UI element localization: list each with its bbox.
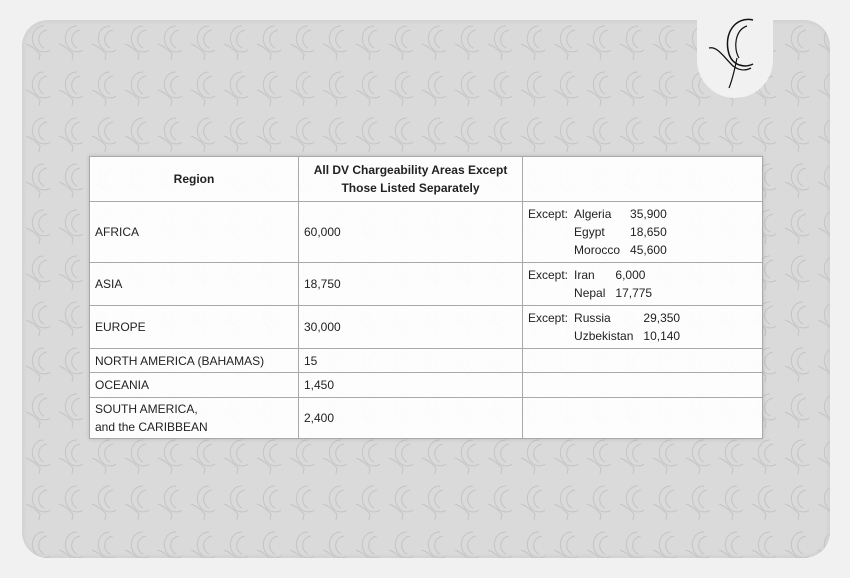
table-row: OCEANIA 1,450 [89,372,763,398]
country-value: 35,900 [630,207,667,221]
exceptions-cell: Except: Algeria 35,900 Egypt 18,650 Morocco… [522,201,763,263]
country-value: 29,350 [643,311,681,325]
table-row: ASIA 18,750 Except: Iran 6,000 Nepal 17,775 [89,262,763,306]
dv-chargeability-table: Region All DV Chargeability Areas Except… [89,156,763,439]
country: Iran [574,268,595,282]
region-line-2: and the CARIBBEAN [95,420,208,434]
exceptions-cell [522,372,763,398]
region-line-1: SOUTH AMERICA, [95,402,198,416]
header-region: Region [89,156,299,202]
header-all-areas: All DV Chargeability Areas Except Those L… [298,156,523,202]
header-exceptions [522,156,763,202]
table-row: AFRICA 60,000 Except: Algeria 35,900 Egypt… [89,201,763,263]
region-cell: SOUTH AMERICA, and the CARIBBEAN [89,397,299,439]
region-cell: AFRICA [89,201,299,263]
region-cell: NORTH AMERICA (BAHAMAS) [89,348,299,373]
value-cell: 1,450 [298,372,523,398]
country: Algeria [574,207,612,221]
country-value: 45,600 [630,243,667,257]
header-line-1: All DV Chargeability Areas Except [313,163,508,177]
country-value: 6,000 [615,268,646,282]
logo-tab [697,0,773,98]
country: Egypt [574,225,605,239]
header-line-2: Those Listed Separately [341,181,480,195]
table-header-row: Region All DV Chargeability Areas Except… [89,156,763,202]
country-value: 18,650 [630,225,667,239]
exceptions-cell [522,348,763,373]
exceptions-cell: Except: Iran 6,000 Nepal 17,775 [522,262,763,306]
region-cell: OCEANIA [89,372,299,398]
exceptions-cell [522,397,763,439]
value-cell: 18,750 [298,262,523,306]
exceptions-cell: Except: Russia 29,350 Uzbekistan 10,140 [522,305,763,349]
region-cell: ASIA [89,262,299,306]
country: Uzbekistan [574,329,634,343]
except-label: Except: [528,207,569,221]
country: Nepal [574,286,606,300]
bird-crescent-logo-icon [708,18,754,89]
table-row: SOUTH AMERICA, and the CARIBBEAN 2,400 [89,397,763,439]
except-label: Except: [528,311,569,325]
region-cell: EUROPE [89,305,299,349]
table-row: NORTH AMERICA (BAHAMAS) 15 [89,348,763,373]
value-cell: 30,000 [298,305,523,349]
country-value: 17,775 [615,286,653,300]
table-row: EUROPE 30,000 Except: Russia 29,350 Uzbeki… [89,305,763,349]
except-label: Except: [528,268,569,282]
value-cell: 2,400 [298,397,523,439]
country-value: 10,140 [643,329,681,343]
value-cell: 15 [298,348,523,373]
country: Morocco [574,243,621,257]
value-cell: 60,000 [298,201,523,263]
country: Russia [574,311,611,325]
